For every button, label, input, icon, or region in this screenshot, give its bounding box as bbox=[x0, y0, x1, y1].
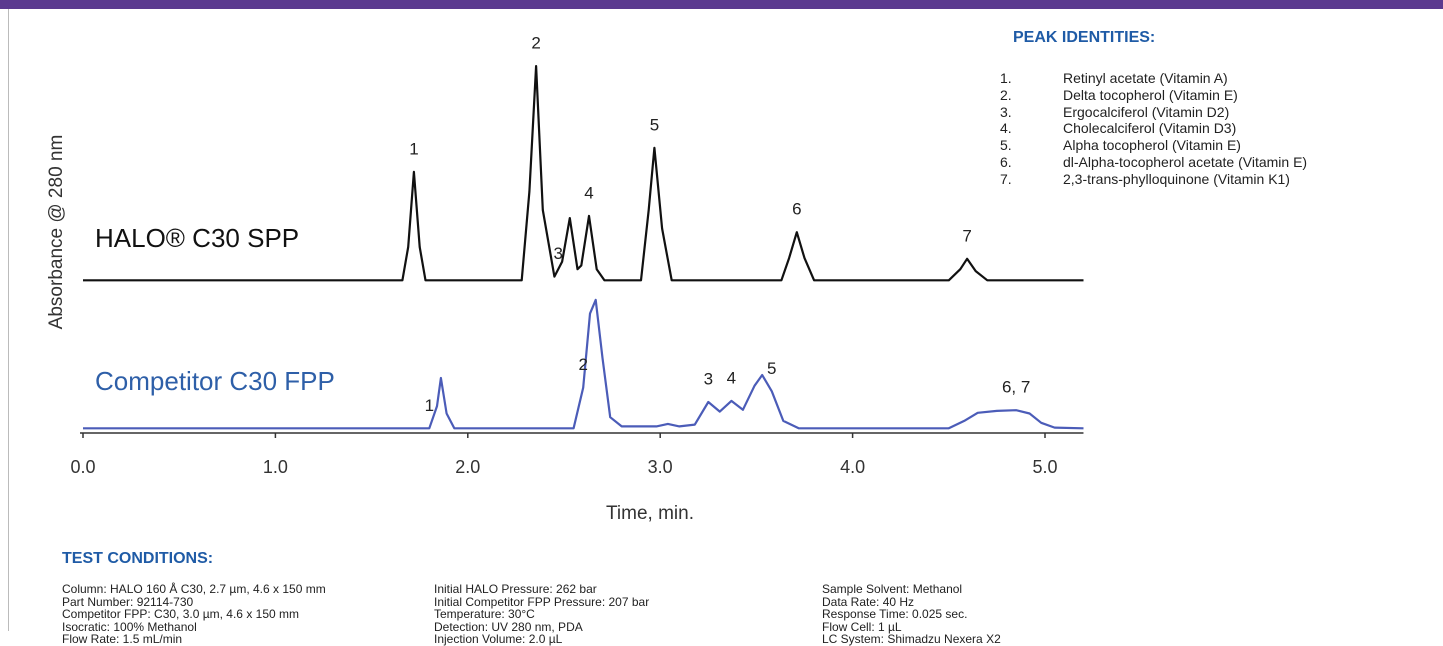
trace bbox=[83, 298, 1084, 430]
peak-number: 5. bbox=[1000, 137, 1012, 154]
condition-line: Detection: UV 280 nm, PDA bbox=[434, 619, 583, 634]
condition-line: Part Number: 92114-730 bbox=[62, 594, 194, 609]
peak-name: Ergocalciferol (Vitamin D2) bbox=[1063, 103, 1230, 120]
top-bar bbox=[0, 0, 1443, 9]
y-axis-label: Absorbance @ 280 nm bbox=[46, 135, 67, 330]
peak-name: Retinyl acetate (Vitamin A) bbox=[1063, 70, 1228, 86]
peak-number: 6. bbox=[1000, 154, 1012, 170]
peak-name: dl-Alpha-tocopherol acetate (Vitamin E) bbox=[1063, 154, 1308, 170]
peak-label: 2 bbox=[579, 355, 588, 374]
peak-label: 6, 7 bbox=[1002, 378, 1030, 397]
peak-label: 4 bbox=[727, 368, 736, 387]
condition-line: Initial HALO Pressure: 262 bar bbox=[434, 582, 597, 596]
peak-label: 3 bbox=[553, 244, 562, 263]
peak-label: 5 bbox=[650, 115, 659, 134]
peak-number: 1. bbox=[1000, 70, 1012, 86]
peak-label: 6 bbox=[792, 200, 801, 219]
test-conditions-title: TEST CONDITIONS: bbox=[62, 550, 214, 567]
peak-label: 5 bbox=[767, 359, 776, 378]
condition-line: Response Time: 0.025 sec. bbox=[822, 607, 968, 621]
peak-name: Delta tocopherol (Vitamin E) bbox=[1063, 86, 1238, 103]
peak-label: 3 bbox=[704, 370, 713, 389]
condition-line: Data Rate: 40 Hz bbox=[822, 594, 915, 609]
series-name: Competitor C30 FPP bbox=[95, 366, 335, 396]
condition-line: Isocratic: 100% Methanol bbox=[62, 619, 197, 634]
peak-number: 7. bbox=[1000, 170, 1012, 187]
x-tick-label: 5.0 bbox=[1032, 457, 1057, 477]
series-name: HALO® C30 SPP bbox=[95, 223, 299, 253]
peak-name: Cholecalciferol (Vitamin D3) bbox=[1063, 120, 1237, 137]
condition-line: Flow Cell: 1 µL bbox=[822, 619, 902, 634]
peak-label: 1 bbox=[409, 139, 418, 158]
condition-line: Flow Rate: 1.5 mL/min bbox=[62, 632, 183, 646]
condition-line: Temperature: 30°C bbox=[434, 607, 535, 621]
peak-name: Alpha tocopherol (Vitamin E) bbox=[1063, 137, 1241, 154]
condition-line: Sample Solvent: Methanol bbox=[822, 582, 963, 596]
peak-name: 2,3-trans-phylloquinone (Vitamin K1) bbox=[1063, 170, 1290, 187]
peak-label: 4 bbox=[584, 183, 593, 202]
condition-line: Competitor FPP: C30, 3.0 µm, 4.6 x 150 m… bbox=[62, 607, 299, 621]
condition-line: LC System: Shimadzu Nexera X2 bbox=[822, 632, 1001, 646]
x-axis-label: Time, min. bbox=[606, 503, 694, 524]
peak-label: 1 bbox=[425, 396, 434, 415]
x-tick-label: 2.0 bbox=[455, 457, 480, 477]
peak-number: 2. bbox=[1000, 86, 1012, 103]
peak-identities-title: PEAK IDENTITIES: bbox=[1013, 29, 1156, 46]
left-border bbox=[8, 9, 9, 631]
x-tick-label: 1.0 bbox=[263, 457, 288, 477]
peak-label: 2 bbox=[531, 34, 540, 53]
condition-line: Injection Volume: 2.0 µL bbox=[434, 632, 563, 646]
x-tick-label: 3.0 bbox=[648, 457, 673, 477]
x-tick-label: 4.0 bbox=[840, 457, 865, 477]
peak-label: 7 bbox=[962, 226, 971, 245]
condition-line: Initial Competitor FPP Pressure: 207 bar bbox=[434, 594, 650, 609]
condition-line: Column: HALO 160 Å C30, 2.7 µm, 4.6 x 15… bbox=[62, 582, 326, 596]
peak-number: 4. bbox=[1000, 120, 1012, 137]
chart: Absorbance @ 280 nm Time, min. 0.0 1.0 2.0… bbox=[46, 34, 1084, 524]
trace bbox=[83, 65, 1084, 282]
x-tick-label: 0.0 bbox=[70, 457, 95, 477]
peak-number: 3. bbox=[1000, 103, 1012, 120]
